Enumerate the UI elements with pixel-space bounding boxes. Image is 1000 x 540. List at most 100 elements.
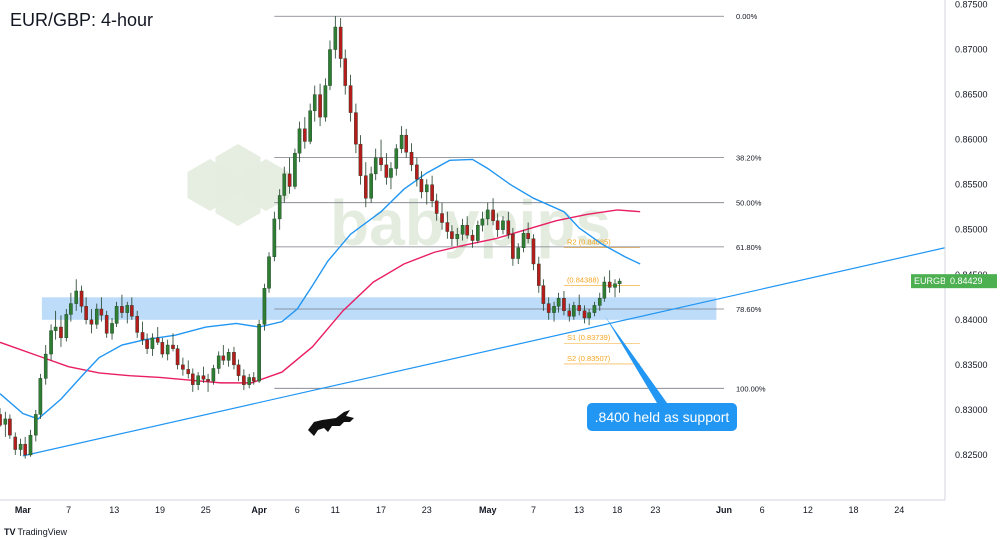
- x-tick-label-7: 11: [331, 505, 340, 515]
- candle-body-1: [3, 418, 8, 425]
- candle-body-94: [476, 225, 480, 241]
- candle-body-87: [440, 213, 444, 223]
- candle-body-47: [236, 364, 241, 376]
- candle-body-4: [18, 443, 23, 450]
- candle-body-17: [84, 306, 88, 321]
- candle-body-32: [160, 342, 165, 355]
- candle-body-63: [318, 94, 322, 118]
- candle-body-23: [114, 306, 119, 324]
- candle-body-16: [79, 290, 84, 307]
- candle-body-101: [511, 234, 515, 259]
- candle-body-49: [247, 377, 252, 385]
- candle-body-35: [175, 348, 180, 366]
- candle-body-90: [455, 234, 460, 239]
- x-tick-label-3: 19: [155, 505, 165, 515]
- candle-body-11: [53, 326, 58, 331]
- tradingview-logo-text: TradingView: [17, 527, 68, 537]
- trendline-line: [22, 247, 946, 457]
- candle-body-21: [104, 315, 109, 334]
- candle-body-58: [293, 152, 297, 187]
- candle-body-37: [186, 369, 191, 375]
- candle-body-118: [597, 297, 602, 306]
- candle-body-38: [191, 373, 195, 385]
- candle-body-33: [165, 344, 170, 355]
- candle-body-86: [434, 200, 439, 214]
- symbol-tag-label: EURGBP: [914, 276, 952, 286]
- candle-body-103: [521, 233, 526, 248]
- candle-body-111: [562, 297, 566, 312]
- candle-body-24: [120, 306, 124, 313]
- candle-body-88: [445, 222, 450, 232]
- candle-body-3: [13, 436, 18, 450]
- x-tick-label-1: 7: [66, 505, 71, 515]
- candle-body-114: [577, 305, 581, 312]
- x-tick-label-4: 25: [201, 505, 211, 515]
- pivot-label-2: S1 (0.83739): [567, 333, 611, 342]
- candle-body-50: [251, 377, 256, 382]
- candle-body-45: [226, 352, 231, 361]
- pivot-label-0: R2 (0.84085): [567, 238, 611, 247]
- bull-icon: [308, 410, 354, 436]
- candle-body-8: [38, 378, 43, 415]
- candle-body-108: [546, 303, 551, 313]
- tradingview-logo[interactable]: TV TradingView: [4, 527, 67, 537]
- candle-body-7: [34, 414, 38, 436]
- candle-body-91: [460, 225, 465, 235]
- candle-body-99: [501, 220, 505, 230]
- fib-label-3: 61.80%: [736, 243, 762, 252]
- candle-body-95: [480, 218, 485, 226]
- candle-body-73: [369, 173, 373, 199]
- candle-body-71: [358, 143, 363, 176]
- candle-body-36: [181, 364, 185, 370]
- candle-body-30: [150, 337, 155, 349]
- candle-body-51: [257, 324, 261, 382]
- x-tick-label-19: 24: [894, 505, 904, 515]
- candle-body-75: [379, 157, 383, 166]
- candle-body-18: [89, 319, 94, 325]
- candle-body-79: [399, 134, 404, 149]
- candle-body-81: [409, 152, 414, 166]
- support-zone: [41, 297, 717, 320]
- candle-body-34: [171, 344, 175, 349]
- x-tick-label-15: Jun: [716, 505, 732, 515]
- candle-body-10: [49, 330, 53, 355]
- candle-body-64: [323, 85, 328, 118]
- candle-body-26: [130, 305, 134, 317]
- candle-body-85: [430, 184, 434, 202]
- x-tick-label-6: 6: [295, 505, 300, 515]
- fib-label-5: 100.00%: [736, 384, 766, 393]
- candle-body-76: [384, 164, 389, 178]
- candle-body-19: [94, 308, 99, 325]
- candle-body-28: [140, 332, 145, 340]
- candle-body-116: [587, 312, 591, 319]
- candle-body-44: [221, 355, 226, 361]
- candle-body-56: [282, 173, 287, 196]
- x-tick-label-8: 17: [376, 505, 386, 515]
- y-tick-label-9: 0.83000: [955, 405, 988, 415]
- candle-body-2: [8, 418, 12, 436]
- x-tick-label-2: 13: [109, 505, 119, 515]
- candle-body-78: [394, 148, 399, 169]
- pivot-label-1: (0.84388): [567, 276, 600, 285]
- candle-body-109: [552, 306, 556, 313]
- candle-body-83: [419, 179, 424, 193]
- candle-body-77: [389, 168, 393, 178]
- candle-body-74: [373, 157, 378, 175]
- trendline: [22, 247, 946, 457]
- candle-body-72: [364, 175, 368, 199]
- candle-body-115: [582, 310, 587, 319]
- ma-fast-line: [0, 158, 641, 420]
- fibonacci-retracement: 0.00% 38.20% 50.00% 61.80% 78.60% 100.00%: [274, 12, 766, 393]
- candle-body-92: [465, 225, 469, 236]
- candle-body-55: [277, 195, 282, 220]
- candle-body-59: [297, 128, 302, 154]
- candle-body-27: [135, 316, 139, 333]
- candle-body-15: [74, 290, 79, 304]
- candle-body-5: [23, 443, 27, 456]
- candle-body-29: [145, 339, 149, 349]
- pivot-label-3: S2 (0.83507): [567, 354, 611, 363]
- candles: [0, 16, 622, 459]
- fib-label-0: 0.00%: [736, 12, 758, 21]
- y-tick-label-0: 0.87500: [955, 0, 988, 10]
